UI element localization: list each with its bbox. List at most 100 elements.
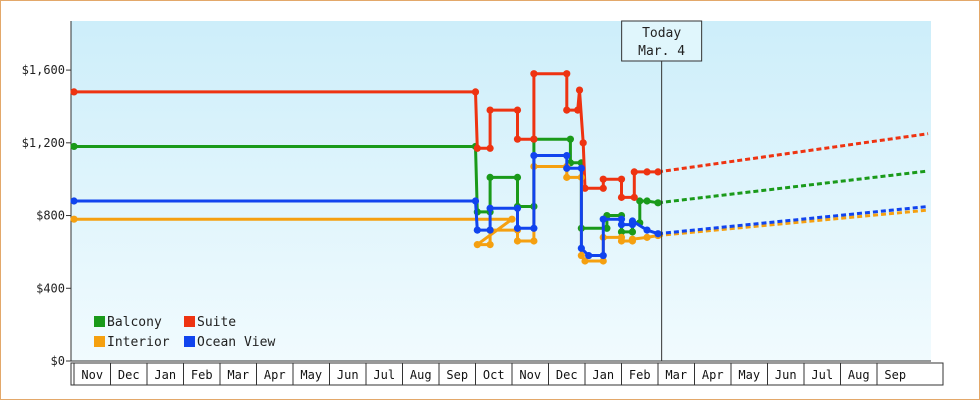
legend-label: Interior: [107, 335, 170, 350]
series-point-1: [630, 193, 638, 201]
today-date: Mar. 4: [638, 44, 685, 59]
series-point-2: [530, 237, 538, 245]
series-point-0: [617, 228, 626, 236]
projection-line-3: [657, 205, 929, 236]
series-point-1: [563, 106, 571, 114]
series-point-1: [563, 70, 571, 78]
series-point-2: [473, 241, 481, 249]
series-point-3: [643, 226, 651, 234]
month-label: Apr: [264, 368, 286, 382]
series-point-2: [577, 251, 585, 260]
series-point-2: [643, 233, 651, 241]
series-point-3: [563, 164, 571, 172]
legend-swatch: [184, 336, 195, 347]
series-point-1: [643, 168, 651, 176]
series-point-2: [628, 235, 637, 243]
series-point-1: [599, 184, 607, 192]
series-point-0: [513, 173, 522, 181]
series-point-3: [70, 197, 78, 205]
series-point-1: [581, 184, 589, 192]
series-point-0: [566, 135, 575, 143]
series-line-2: [74, 165, 659, 263]
series-point-1: [70, 88, 78, 96]
month-label: Jul: [811, 368, 833, 382]
legend-swatch: [94, 316, 105, 327]
month-label: Aug: [410, 368, 432, 382]
series-point-3: [513, 224, 522, 232]
series-point-1: [530, 70, 538, 78]
series-point-1: [654, 168, 662, 176]
series-point-2: [563, 173, 571, 181]
y-tick-label: $800: [36, 209, 65, 223]
series-point-1: [530, 135, 538, 143]
series-point-2: [617, 237, 626, 245]
legend-swatch: [94, 336, 105, 347]
month-label: Sep: [446, 368, 468, 382]
month-label: Dec: [556, 368, 578, 382]
plot-area: [71, 21, 931, 361]
y-tick-label: $1,200: [22, 136, 65, 150]
series-point-3: [599, 251, 607, 260]
month-label: Jan: [154, 368, 176, 382]
series-point-1: [574, 106, 582, 114]
series-point-2: [508, 215, 516, 223]
month-label: Feb: [191, 368, 213, 382]
today-label: Today: [642, 26, 681, 41]
series-point-3: [473, 226, 481, 234]
month-label: Apr: [702, 368, 724, 382]
y-tick-label: $1,600: [22, 63, 65, 77]
month-label: Mar: [665, 368, 687, 382]
today-box: [621, 20, 703, 62]
series-point-1: [575, 86, 584, 94]
month-label: Nov: [519, 368, 541, 382]
series-point-1: [513, 106, 522, 114]
series-point-3: [654, 230, 662, 238]
month-label: May: [300, 368, 322, 382]
series-point-2: [581, 257, 589, 265]
month-label: Jan: [592, 368, 614, 382]
series-point-1: [473, 144, 481, 152]
series-point-0: [70, 142, 78, 151]
month-label: Sep: [884, 368, 906, 382]
series-point-3: [513, 204, 522, 212]
projection-line-0: [657, 169, 929, 205]
series-point-1: [630, 168, 638, 176]
series-point-3: [617, 215, 626, 223]
series-point-3: [628, 217, 637, 225]
series-point-0: [636, 197, 644, 205]
series-point-1: [617, 175, 626, 183]
projection-line-2: [657, 208, 929, 237]
series-point-2: [70, 215, 78, 223]
series-point-3: [585, 251, 593, 260]
series-point-0: [603, 224, 611, 232]
month-label: Aug: [848, 368, 870, 382]
month-label: Dec: [118, 368, 140, 382]
series-point-3: [617, 221, 626, 229]
y-tick-label: $400: [36, 281, 65, 295]
month-label: Jun: [337, 368, 359, 382]
series-point-3: [577, 244, 585, 252]
series-point-2: [513, 237, 522, 245]
series-point-0: [486, 173, 494, 181]
series-point-1: [471, 88, 480, 96]
series-point-0: [654, 199, 662, 207]
series-point-2: [486, 241, 494, 249]
series-point-3: [486, 226, 494, 234]
month-label: Jun: [775, 368, 797, 382]
series-point-1: [579, 139, 587, 147]
projection-line-1: [657, 132, 929, 174]
month-label: May: [738, 368, 760, 382]
series-point-3: [486, 204, 494, 212]
legend-swatch: [184, 316, 195, 327]
series-point-3: [599, 215, 607, 223]
series-point-3: [471, 197, 480, 205]
series-point-1: [599, 175, 607, 183]
month-strip: [70, 362, 944, 386]
legend-label: Suite: [197, 315, 236, 330]
legend-label: Ocean View: [197, 335, 275, 350]
month-label: Nov: [81, 368, 103, 382]
series-line-3: [74, 154, 659, 257]
series-point-2: [599, 257, 607, 265]
month-label: Feb: [629, 368, 651, 382]
